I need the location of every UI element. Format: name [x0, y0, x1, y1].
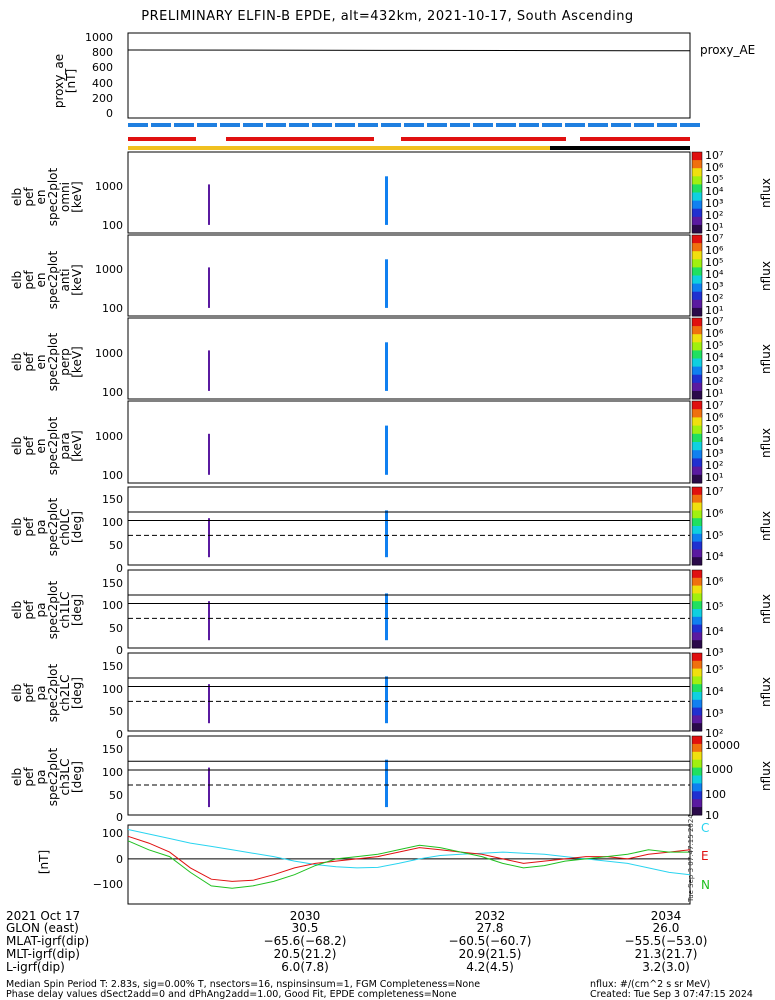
spectrogram-panel: [208, 259, 388, 308]
spectrogram-panel: [208, 342, 388, 391]
spectrogram-stripe: [208, 267, 210, 308]
spectrogram-panel: [208, 176, 388, 225]
spectrogram-layer: [208, 176, 388, 808]
spectrogram-stripe: [208, 184, 210, 225]
spectrogram-stripe: [385, 259, 388, 308]
spectrogram-stripe: [385, 176, 388, 225]
